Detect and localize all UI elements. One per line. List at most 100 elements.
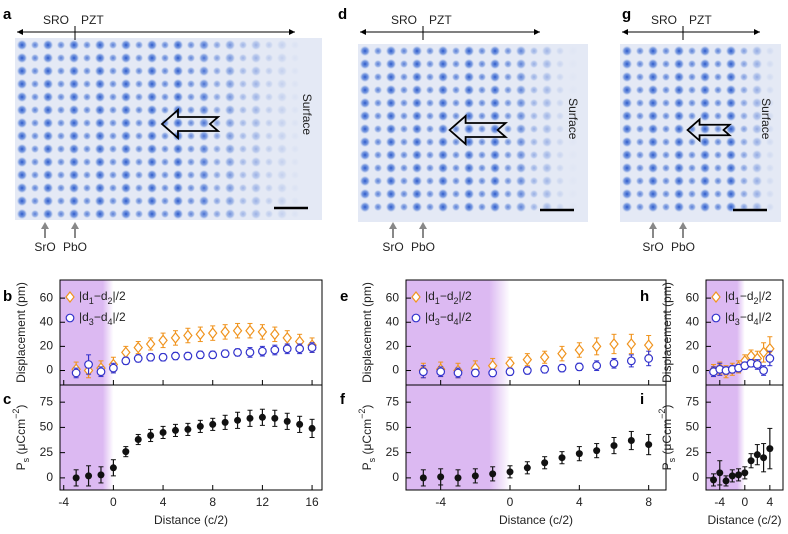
atom-column bbox=[411, 45, 423, 57]
data-point bbox=[307, 343, 317, 352]
atom-column bbox=[673, 58, 685, 70]
region-label: SRO bbox=[391, 13, 417, 27]
atom-column bbox=[212, 92, 222, 102]
atom-column bbox=[359, 97, 371, 109]
atom-column bbox=[146, 117, 158, 129]
atom-column bbox=[489, 136, 501, 148]
data-point bbox=[72, 474, 80, 482]
atom-column bbox=[146, 156, 158, 168]
legend-marker bbox=[65, 313, 75, 323]
atom-column bbox=[160, 66, 170, 76]
atom-column bbox=[725, 71, 737, 83]
data-point bbox=[258, 413, 266, 421]
atom-column bbox=[541, 58, 553, 70]
atom-column bbox=[568, 150, 578, 160]
atom-column bbox=[30, 92, 40, 102]
atom-column bbox=[198, 182, 210, 194]
data-point bbox=[96, 367, 106, 377]
atom-column bbox=[661, 163, 671, 173]
atom-column bbox=[529, 59, 539, 69]
atom-column bbox=[529, 124, 539, 134]
atom-column bbox=[146, 104, 158, 116]
y-tick-label: 25 bbox=[386, 445, 400, 459]
data-point bbox=[574, 362, 584, 372]
atom-column bbox=[555, 189, 565, 199]
atom-column bbox=[673, 97, 685, 109]
atom-column bbox=[160, 105, 170, 115]
atom-column bbox=[30, 170, 40, 180]
atom-column bbox=[621, 201, 633, 213]
atom-column bbox=[134, 79, 144, 89]
atom-column bbox=[250, 65, 262, 77]
atom-column bbox=[264, 157, 274, 167]
atom-column bbox=[68, 195, 80, 207]
atom-column bbox=[765, 124, 775, 134]
atom-column bbox=[68, 130, 80, 142]
atom-column bbox=[739, 163, 749, 173]
atom-column bbox=[373, 202, 383, 212]
x-tick-label: 4 bbox=[767, 495, 774, 509]
atom-column bbox=[224, 104, 236, 116]
x-tick-label: 4 bbox=[160, 495, 167, 509]
atom-column bbox=[687, 202, 697, 212]
atom-column bbox=[437, 149, 449, 161]
atom-column bbox=[146, 78, 158, 90]
atom-column bbox=[687, 176, 697, 186]
atom-column bbox=[160, 79, 170, 89]
atom-column bbox=[541, 110, 553, 122]
data-point bbox=[609, 358, 619, 368]
atom-column bbox=[765, 176, 775, 186]
atom-column bbox=[635, 202, 645, 212]
atom-column bbox=[276, 65, 288, 77]
y-tick-label: 0 bbox=[692, 470, 699, 484]
atom-column bbox=[673, 71, 685, 83]
data-point bbox=[283, 417, 291, 425]
atom-column bbox=[94, 169, 106, 181]
atom-column bbox=[373, 98, 383, 108]
atom-column bbox=[290, 196, 300, 206]
atom-column bbox=[661, 72, 671, 82]
atom-column bbox=[477, 85, 487, 95]
atom-column bbox=[16, 156, 28, 168]
atom-column bbox=[765, 111, 775, 121]
atom-column bbox=[120, 182, 132, 194]
atom-column bbox=[739, 72, 749, 82]
pointer-head bbox=[41, 222, 49, 229]
atom-column bbox=[186, 105, 196, 115]
atom-column bbox=[120, 65, 132, 77]
atom-column bbox=[276, 39, 288, 51]
atom-column bbox=[463, 123, 475, 135]
data-point bbox=[523, 464, 531, 472]
atom-column bbox=[411, 188, 423, 200]
atom-column bbox=[264, 40, 274, 50]
atom-column bbox=[160, 157, 170, 167]
data-point bbox=[171, 351, 180, 361]
atom-column bbox=[385, 97, 397, 109]
data-point bbox=[270, 345, 280, 355]
y-tick-label: 40 bbox=[40, 314, 54, 328]
atom-column bbox=[411, 58, 423, 70]
atom-column bbox=[541, 188, 553, 200]
y-axis-label: Displacement (pm) bbox=[660, 282, 674, 383]
atom-column bbox=[238, 183, 248, 193]
atom-column bbox=[68, 208, 80, 220]
atom-column bbox=[673, 175, 685, 187]
atom-column bbox=[276, 143, 288, 155]
data-point bbox=[270, 328, 280, 341]
atom-column bbox=[186, 118, 196, 128]
atom-column bbox=[250, 39, 262, 51]
atom-column bbox=[437, 58, 449, 70]
atom-column bbox=[56, 53, 66, 63]
atom-column bbox=[621, 110, 633, 122]
region-label: SRO bbox=[43, 13, 69, 27]
data-point bbox=[760, 454, 768, 462]
atom-column bbox=[94, 91, 106, 103]
atom-column bbox=[751, 71, 763, 83]
data-point bbox=[626, 356, 636, 366]
data-point bbox=[752, 360, 762, 369]
pointer-head bbox=[71, 222, 79, 229]
atom-column bbox=[68, 156, 80, 168]
atom-column bbox=[673, 110, 685, 122]
data-point bbox=[471, 472, 479, 480]
atom-column bbox=[647, 71, 659, 83]
